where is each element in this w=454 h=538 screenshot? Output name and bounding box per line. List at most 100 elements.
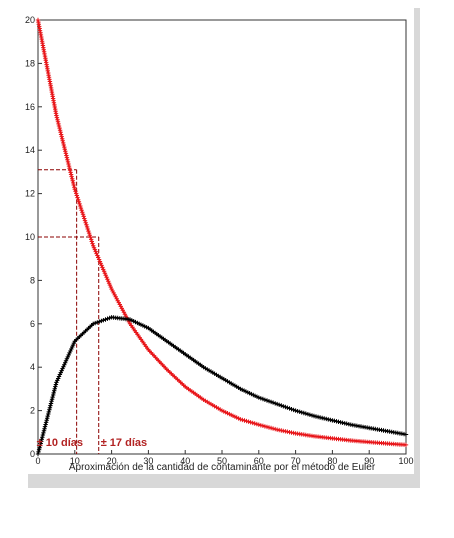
series-1-marker (69, 346, 74, 352)
series-1-marker (66, 352, 71, 358)
series-0-marker (81, 214, 86, 219)
series-1-marker (52, 388, 57, 393)
series-1-marker (260, 396, 266, 402)
series-1-marker (266, 399, 272, 404)
x-axis-label: Aproximación de la cantidad de contamina… (69, 462, 376, 473)
series-1-marker (93, 320, 98, 326)
series-0-marker (83, 220, 88, 225)
series-0-marker (403, 442, 409, 448)
series-0-marker (90, 241, 95, 246)
series-1-marker (291, 407, 296, 413)
series-0-marker (74, 193, 79, 198)
series-1-marker (256, 395, 261, 400)
series-0-marker (63, 149, 68, 154)
series-0-marker (80, 212, 86, 217)
series-1-marker (59, 368, 64, 373)
series-0-marker (240, 417, 245, 423)
series-1-marker (307, 412, 313, 417)
series-1-marker (40, 435, 45, 440)
series-0-marker (238, 417, 243, 422)
series-1-marker (61, 364, 66, 369)
x-tick-label: 0 (35, 456, 40, 466)
x-tick-label: 20 (107, 456, 117, 466)
y-tick-label: 12 (25, 189, 35, 199)
series-0-marker (95, 253, 100, 258)
y-tick-label: 8 (30, 275, 35, 285)
series-0-marker (256, 422, 261, 427)
y-tick-label: 10 (25, 232, 35, 242)
series-0-marker (78, 205, 84, 211)
series-1-marker (258, 396, 263, 401)
series-0-marker (67, 166, 72, 171)
series-0-marker (98, 261, 103, 266)
x-tick-label: 30 (143, 456, 153, 466)
x-tick-label: 10 (70, 456, 80, 466)
series-1-marker (36, 449, 41, 455)
series-0-marker (89, 237, 94, 242)
series-1-marker (283, 404, 288, 410)
series-1-marker (285, 405, 290, 410)
window-frame-bottom (28, 474, 420, 488)
series-1-marker (48, 403, 53, 408)
series-1-marker (262, 397, 268, 402)
series-1-marker (68, 348, 73, 354)
series-0-marker (106, 279, 111, 284)
series-0-marker (93, 249, 98, 254)
series-1-marker (101, 318, 106, 323)
series-1-marker (277, 402, 282, 407)
series-0-marker (61, 142, 66, 148)
series-1-marker (275, 401, 280, 407)
series-1-marker (42, 424, 48, 429)
series-1-marker (270, 400, 276, 405)
series-1-marker (39, 439, 44, 444)
series-1-marker (49, 399, 54, 404)
series-1-marker (268, 399, 274, 405)
series-1-marker (297, 409, 302, 414)
series-1-marker (56, 374, 62, 379)
series-0-marker (76, 197, 81, 202)
series-1-marker (305, 412, 311, 417)
series-1-marker (289, 407, 294, 412)
annotation-label: ± 10 días (37, 437, 83, 449)
series-1-marker (37, 445, 42, 450)
series-1-marker (264, 398, 270, 403)
series-1-marker (50, 394, 55, 400)
series-1-marker (56, 376, 61, 381)
series-0-marker (244, 418, 249, 424)
series-0-marker (250, 420, 255, 426)
y-tick-label: 0 (30, 449, 35, 459)
series-0-marker (77, 201, 82, 207)
x-tick-label: 60 (254, 456, 264, 466)
series-0-marker (85, 226, 90, 232)
series-0-marker (96, 255, 101, 260)
series-1-marker (46, 409, 51, 415)
series-0-marker (72, 187, 77, 192)
x-tick-label: 70 (291, 456, 301, 466)
series-0-marker (69, 174, 74, 179)
series-0-marker (78, 203, 83, 209)
series-1-marker (403, 432, 409, 437)
series-0-marker (252, 421, 257, 426)
series-0-marker (273, 426, 278, 432)
series-0-marker (105, 277, 110, 282)
series-1-marker (299, 410, 304, 415)
x-tick-label: 40 (180, 456, 190, 466)
series-0-marker (75, 195, 80, 200)
series-0-marker (102, 271, 108, 276)
series-1-marker (273, 401, 278, 406)
series-1-marker (105, 316, 110, 321)
y-tick-label: 2 (30, 406, 35, 416)
y-tick-label: 14 (25, 145, 35, 155)
series-0-marker (242, 418, 247, 423)
series-0-marker (96, 257, 102, 262)
y-tick-label: 18 (25, 58, 35, 68)
series-0-marker (88, 235, 93, 240)
series-0-marker (108, 284, 113, 290)
y-axis-ticks: 0 2 4 6 8 10 12 14 16 18 20 (25, 15, 42, 459)
series-0-marker (87, 233, 92, 238)
series-0-marker (82, 218, 88, 223)
y-tick-label: 6 (30, 319, 35, 329)
series-0-marker (86, 228, 91, 234)
series-0-marker (254, 421, 259, 427)
